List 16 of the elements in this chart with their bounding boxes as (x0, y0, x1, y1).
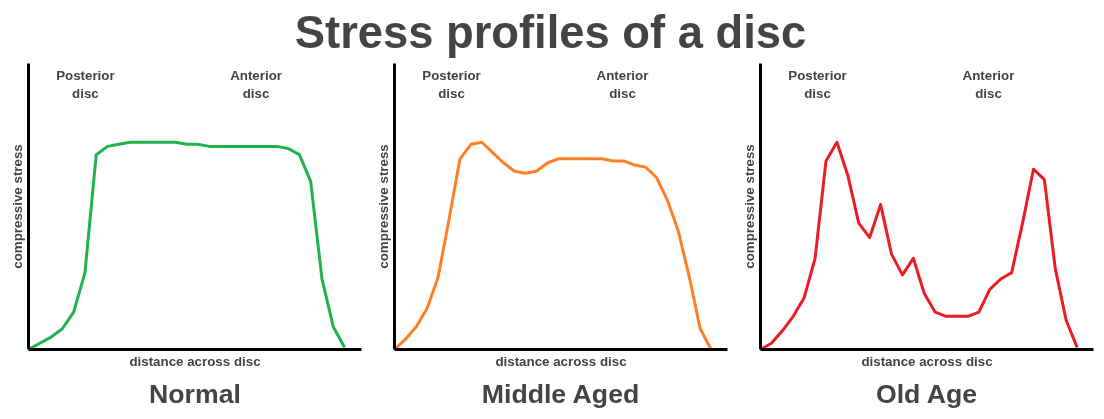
text: Anterior disc (962, 67, 1015, 101)
text: Posterior disc (56, 67, 115, 101)
text: Old Age (875, 378, 978, 409)
text: Stress profiles of a disc (294, 6, 807, 58)
y-axis-title: compressive stress (9, 144, 25, 269)
text: Posterior disc (788, 67, 847, 101)
x-axis-title: distance across disc (129, 353, 262, 369)
y-axis-title: compressive stress (375, 144, 391, 269)
text: Posterior disc (422, 67, 481, 101)
text: Anterior disc (230, 67, 282, 101)
text: Anterior disc (596, 67, 649, 101)
x-axis-title: distance across disc (495, 353, 628, 369)
text: Normal (149, 378, 241, 409)
text: Middle Aged (481, 378, 640, 409)
x-axis-title: distance across disc (861, 353, 994, 369)
y-axis-title: compressive stress (741, 144, 757, 269)
